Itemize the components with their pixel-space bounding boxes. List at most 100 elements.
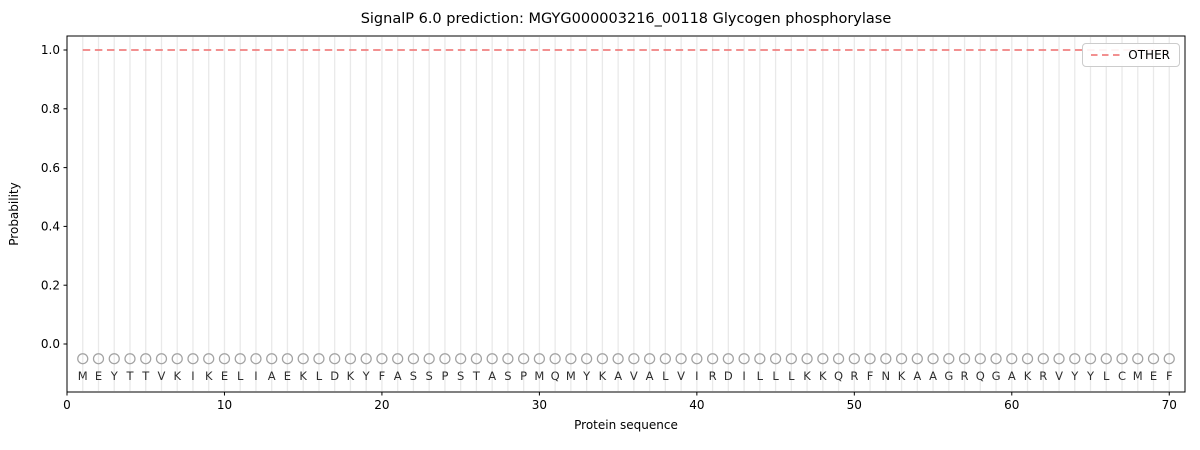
residue-letter: Y <box>582 369 591 383</box>
x-tick-label: 40 <box>689 398 704 412</box>
residue-letter: I <box>191 369 194 383</box>
residue-letter: A <box>268 369 276 383</box>
residue-marker <box>643 353 656 365</box>
y-tick-label: 0.2 <box>41 278 60 292</box>
chart-title: SignalP 6.0 prediction: MGYG000003216_00… <box>360 11 892 27</box>
residue-letter: R <box>1039 369 1047 383</box>
residue-marker <box>1116 353 1128 365</box>
residue-letter: L <box>1103 369 1110 383</box>
legend-label-other: OTHER <box>1128 48 1170 62</box>
residue-letter: L <box>772 369 779 383</box>
residue-letter: A <box>913 369 921 383</box>
y-tick-label: 0.6 <box>41 161 60 175</box>
residue-marker <box>1021 353 1034 365</box>
residue-marker <box>1006 353 1018 365</box>
residue-letter: K <box>898 369 906 383</box>
residue-marker <box>250 353 262 365</box>
residue-marker <box>108 353 120 365</box>
plot-border <box>66 35 1186 393</box>
residue-marker <box>313 353 325 365</box>
residue-letter: K <box>347 369 355 383</box>
residue-marker <box>171 353 183 365</box>
residue-marker <box>722 353 734 365</box>
residue-letter: D <box>330 369 339 383</box>
y-tick-label: 1.0 <box>41 43 60 57</box>
residue-marker <box>455 353 467 365</box>
y-tick-label: 0.4 <box>41 220 60 234</box>
residue-marker <box>612 353 624 365</box>
residue-letter: K <box>819 369 827 383</box>
residue-marker <box>675 353 687 365</box>
residue-marker <box>1132 353 1144 365</box>
residue-marker <box>1053 353 1065 365</box>
residue-marker <box>203 353 215 365</box>
residue-letter: R <box>709 369 717 383</box>
residue-letter: M <box>78 369 88 383</box>
residue-marker <box>533 353 546 365</box>
residue-marker <box>927 353 939 365</box>
legend-box: OTHER <box>1082 43 1180 67</box>
residue-marker <box>958 353 971 365</box>
x-tick-label: 50 <box>847 398 862 412</box>
residue-marker <box>470 353 483 365</box>
residue-marker <box>187 353 199 365</box>
residue-letter: Y <box>1070 369 1079 383</box>
residue-marker <box>1037 353 1049 365</box>
residue-letter: T <box>472 369 481 383</box>
residue-letter: A <box>614 369 622 383</box>
residue-marker <box>691 353 703 365</box>
residue-marker <box>801 353 813 365</box>
residue-marker <box>911 353 923 365</box>
residue-letter: T <box>125 369 134 383</box>
residue-letter: F <box>379 369 386 383</box>
residue-marker <box>1084 353 1097 365</box>
residue-letter: Y <box>1086 369 1095 383</box>
residue-marker <box>376 353 388 365</box>
residue-marker <box>706 353 719 365</box>
x-tick-label: 70 <box>1162 398 1177 412</box>
residue-letter: V <box>1055 369 1063 383</box>
residue-letter: Q <box>834 369 843 383</box>
residue-letter: K <box>173 369 181 383</box>
residue-marker <box>1069 353 1081 365</box>
residue-letter: Q <box>976 369 985 383</box>
residue-letter: K <box>299 369 307 383</box>
residue-marker <box>974 353 986 365</box>
residue-marker <box>518 353 530 365</box>
residue-marker <box>266 353 278 365</box>
residue-marker <box>628 353 640 365</box>
residue-letter: E <box>95 369 102 383</box>
residue-letter: D <box>724 369 733 383</box>
residue-letter: R <box>961 369 969 383</box>
residue-letter: G <box>944 369 953 383</box>
residue-marker <box>234 353 246 365</box>
residue-letter: G <box>992 369 1001 383</box>
residue-marker <box>581 353 593 365</box>
residue-marker <box>329 353 341 365</box>
residue-letter: L <box>316 369 323 383</box>
residue-letter: M <box>566 369 576 383</box>
residue-letter: A <box>646 369 654 383</box>
x-tick-label: 10 <box>217 398 232 412</box>
residue-marker <box>344 353 357 365</box>
residue-marker <box>218 353 231 365</box>
residue-marker <box>832 353 845 365</box>
residue-marker <box>1147 353 1160 365</box>
residue-letter: S <box>410 369 417 383</box>
residue-letter: I <box>254 369 257 383</box>
residue-letter: A <box>929 369 937 383</box>
residue-letter: L <box>237 369 244 383</box>
residue-letter: I <box>695 369 698 383</box>
residue-marker <box>297 353 309 365</box>
residue-letter: Y <box>110 369 119 383</box>
x-tick-label: 0 <box>63 398 71 412</box>
legend-dashed-line-sample <box>1091 54 1122 56</box>
residue-letter: K <box>205 369 213 383</box>
residue-marker <box>92 353 105 365</box>
residue-marker <box>943 353 955 365</box>
residue-letter: Q <box>551 369 560 383</box>
residue-marker <box>486 353 498 365</box>
y-tick-label: 0.0 <box>41 337 60 351</box>
residue-marker <box>439 353 451 365</box>
